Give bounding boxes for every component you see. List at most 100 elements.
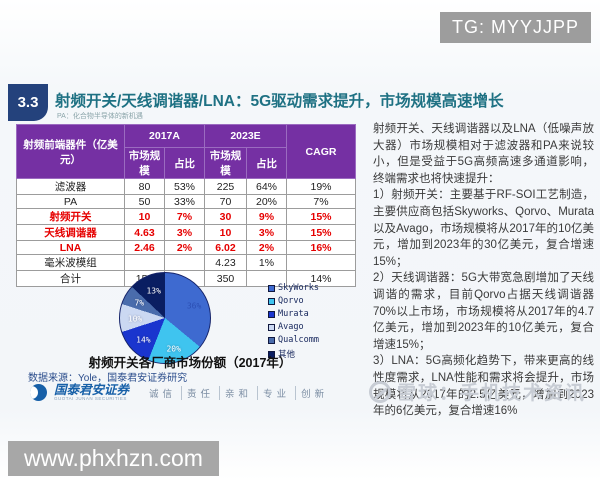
pie-caption: 射频开关各厂商市场份额（2017年） (88, 356, 292, 370)
analysis-point-2: 2）天线调谐器：5G大带宽急剧增加了天线调谐的需求，目前Qorvo占据天线调谐器… (373, 272, 594, 351)
table-cell-name: PA (16, 194, 125, 209)
brand-slogan-word: 亲和 (219, 385, 257, 400)
table-header-device: 射频前端器件（亿美元） (16, 124, 125, 179)
table-cell-cagr: 16% (286, 240, 357, 255)
table-cell-s2023: 2% (246, 240, 288, 255)
pie-legend: SkyWorks Qorvo Murata Avago Qualcomm 其他 (268, 283, 319, 360)
legend-label: 其他 (278, 350, 296, 360)
table-subheader-share-2017: 占比 (163, 147, 206, 179)
table-cell-m2017: 50 (124, 194, 165, 209)
brand-slogan: 诚信 责任 亲和 专业 创新 (144, 385, 333, 400)
table-cell-s2023: 20% (246, 194, 288, 209)
legend-label: Qualcomm (278, 335, 319, 345)
pie-slice-label: 10% (127, 314, 143, 324)
source-note: 数据来源：Yole，国泰君安证券研究 (28, 373, 188, 384)
table-cell-m2017 (124, 254, 165, 271)
table-cell-s2017: 33% (163, 194, 206, 209)
tg-watermark-badge: TG: MYYJJPP (439, 12, 591, 43)
pie-circle: 36% 20% 14% 10% 7% 13% (119, 272, 211, 364)
table-row: 滤波器 80 53% 225 64% 19% (16, 178, 357, 195)
analysis-intro: 射频开关、天线调谐器以及LNA（低噪声放大器）市场规模相对于滤波器和PA来说较小… (373, 123, 594, 185)
legend-marker-icon (268, 284, 275, 292)
table-cell-m2023: 10 (204, 224, 248, 241)
table-cell-name: 天线调谐器 (16, 224, 125, 241)
table-row: 毫米波模组 4.23 1% (16, 254, 357, 271)
table-cell-name: 射频开关 (16, 208, 125, 225)
table-subheader-market-2023: 市场规模 (204, 147, 248, 179)
legend-item: Avago (268, 322, 319, 332)
brand-logo-icon (30, 384, 47, 401)
table-cell-s2017: 7% (163, 208, 206, 225)
table-cell-m2023: 4.23 (204, 254, 248, 271)
snowball-icon (368, 380, 391, 403)
legend-label: Qorvo (278, 296, 304, 306)
table-cell-m2017: 2.46 (124, 240, 165, 255)
table-cell-m2023: 6.02 (204, 240, 248, 255)
pie-chart: 36% 20% 14% 10% 7% 13% (119, 272, 211, 364)
legend-item: Murata (268, 309, 319, 319)
table-cell-m2023: 225 (204, 178, 248, 195)
table-cell-s2023: 9% (246, 208, 288, 225)
legend-marker-icon (268, 336, 275, 344)
brand-slogan-word: 创新 (295, 385, 333, 400)
table-cell-m2017: 80 (124, 178, 165, 195)
xueqiu-watermark: 雪球：手机技术资讯 (368, 378, 586, 405)
table-cell-s2017: 3% (163, 224, 206, 241)
table-cell-name: LNA (16, 240, 125, 255)
table-cell-cagr: 7% (286, 194, 357, 209)
pie-slice-label: 7% (134, 298, 145, 308)
pie-slice-label: 20% (166, 344, 181, 354)
table-cell-s2023 (246, 270, 288, 287)
pie-slice-label: 14% (136, 335, 151, 345)
table-row: 射频开关 10 7% 30 9% 15% (16, 208, 357, 225)
table-subheader-market-2017: 市场规模 (124, 147, 165, 179)
legend-item: Qualcomm (268, 335, 319, 345)
table-cell-name: 毫米波模组 (16, 254, 125, 271)
legend-label: SkyWorks (278, 283, 319, 293)
pie-slice-label: 13% (146, 286, 161, 296)
table-cell-cagr (286, 254, 357, 271)
brand-slogan-word: 专业 (257, 385, 295, 400)
legend-label: Murata (278, 309, 309, 319)
page-title: 射频开关/天线调谐器/LNA：5G驱动需求提升，市场规模高速增长 (55, 93, 504, 110)
table-subheader-share-2023: 占比 (246, 147, 288, 179)
table-cell-m2017: 4.63 (124, 224, 165, 241)
table-cell-name: 滤波器 (16, 178, 125, 195)
table-cell-s2023: 1% (246, 254, 288, 271)
legend-marker-icon (268, 310, 275, 318)
table-cell-cagr: 15% (286, 224, 357, 241)
section-number-badge: 3.3 (8, 84, 48, 121)
brand-logo: 国泰君安证券 GUOTAI JUNAN SECURITIES 诚信 责任 亲和 专业创… (30, 384, 333, 401)
analysis-point-1: 1）射频开关：主要基于RF-SOI工艺制造，主要供应商包括Skyworks、Qo… (373, 189, 594, 268)
brand-name: 国泰君安证券 (54, 383, 130, 397)
legend-item: Qorvo (268, 296, 319, 306)
brand-name-en: GUOTAI JUNAN SECURITIES (54, 395, 127, 401)
rf-frontend-table: 射频前端器件（亿美元） 2017A 2023E CAGR 市场规模 占比 市场规… (16, 124, 357, 287)
legend-marker-icon (268, 350, 275, 358)
table-cell-s2023: 64% (246, 178, 288, 195)
table-cell-s2017 (163, 254, 206, 271)
table-cell-cagr: 15% (286, 208, 357, 225)
xueqiu-watermark-text: 雪球：手机技术资讯 (396, 383, 586, 404)
table-cell-m2023: 70 (204, 194, 248, 209)
table-cell-m2023: 30 (204, 208, 248, 225)
table-row: LNA 2.46 2% 6.02 2% 16% (16, 240, 357, 255)
pie-slice-label: 36% (186, 301, 202, 311)
table-cell-cagr: 14% (286, 270, 357, 287)
table-cell-name: 合计 (16, 270, 125, 287)
table-cell-s2023: 3% (246, 224, 288, 241)
table-row: 天线调谐器 4.63 3% 10 3% 15% (16, 224, 357, 241)
legend-item: SkyWorks (268, 283, 319, 293)
table-header-2017: 2017A (123, 124, 206, 148)
analysis-point-3: 3）LNA：5G高频化趋势下，带来更高的线性度需求，LNA性能和需求将会提升，市… (373, 355, 594, 418)
analysis-text-block: 射频开关、天线调谐器以及LNA（低噪声放大器）市场规模相对于滤波器和PA来说较小… (373, 121, 594, 420)
table-cell-m2023: 350 (204, 270, 248, 287)
url-watermark-badge: www.phxhzn.com (8, 441, 219, 476)
table-row: PA 50 33% 70 20% 7% (16, 194, 357, 209)
table-header-cagr: CAGR (286, 124, 357, 179)
legend-item: 其他 (268, 348, 319, 360)
brand-slogan-word: 诚信 (149, 388, 177, 400)
legend-label: Avago (278, 322, 304, 332)
legend-marker-icon (268, 297, 275, 305)
